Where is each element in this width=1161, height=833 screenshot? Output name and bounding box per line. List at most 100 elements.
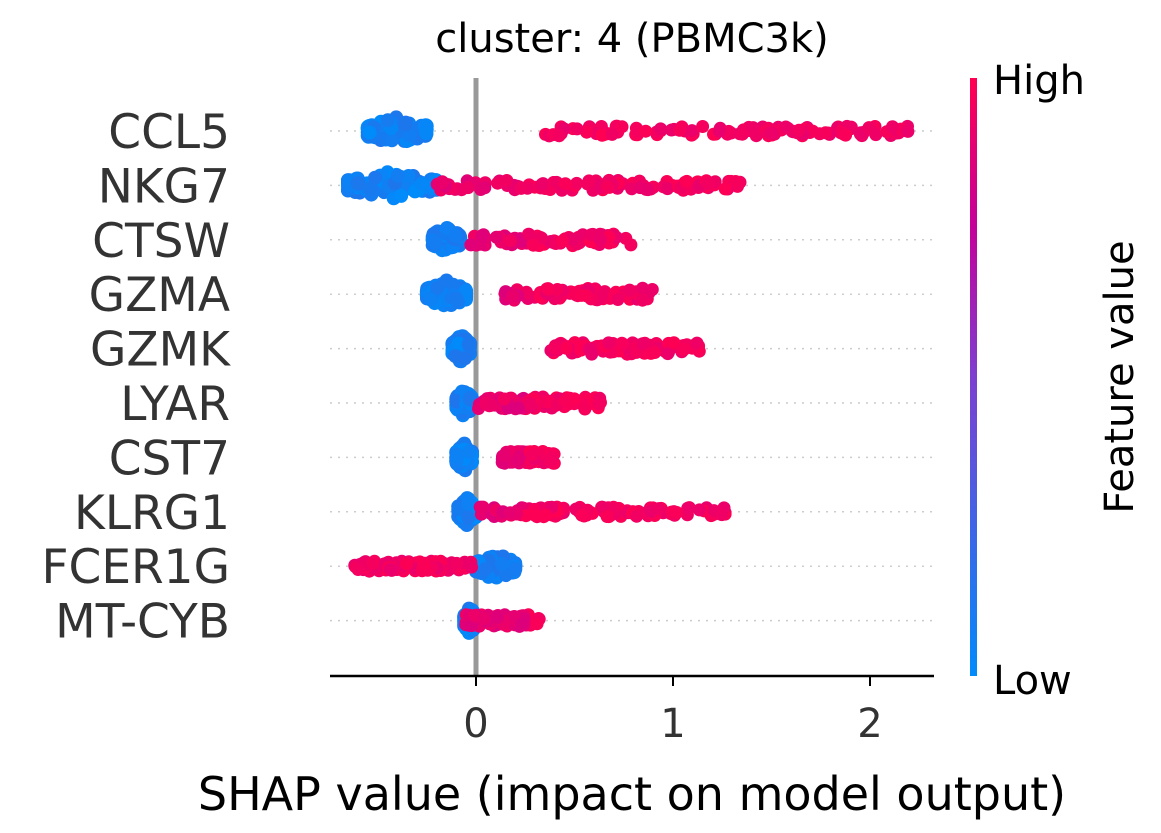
colorbar-low-label: Low — [993, 658, 1072, 704]
point-gzma-low — [430, 280, 445, 295]
point-ccl5-high — [570, 122, 584, 136]
point-klrg1-high — [600, 510, 614, 523]
feature-label-mt-cyb: MT-CYB — [55, 595, 230, 650]
point-gzmk-high — [615, 336, 629, 350]
point-gzmk-high — [559, 341, 573, 355]
point-fcer1g-low — [494, 556, 509, 571]
point-fcer1g-low — [478, 562, 493, 577]
point-klrg1-high — [539, 508, 553, 522]
point-nkg7-low — [390, 168, 405, 183]
point-nkg7-low — [414, 176, 429, 191]
point-nkg7-high — [461, 181, 475, 195]
point-ctsw-high — [566, 232, 580, 246]
point-ccl5-high — [901, 124, 915, 138]
point-gzmk-low — [451, 336, 466, 351]
point-ccl5-high — [696, 120, 710, 133]
point-klrg1-high — [503, 506, 517, 520]
point-gzma-high — [623, 283, 637, 297]
feature-labels: CCL5NKG7CTSWGZMAGZMKLYARCST7KLRG1FCER1GM… — [41, 105, 231, 650]
point-ccl5-low — [398, 117, 413, 132]
point-ccl5-high — [735, 127, 749, 141]
point-gzmk-high — [667, 336, 681, 350]
point-gzma-high — [611, 293, 625, 306]
point-nkg7-high — [702, 177, 716, 191]
point-ccl5-low — [384, 133, 399, 148]
point-ctsw-high — [555, 234, 569, 248]
x-tick-label-2: 2 — [857, 701, 882, 747]
point-ccl5-high — [839, 128, 853, 142]
point-nkg7-high — [600, 180, 614, 194]
x-tick-label-1: 1 — [660, 701, 685, 747]
x-tick-label-0: 0 — [463, 701, 488, 747]
point-klrg1-high — [681, 501, 695, 515]
point-ccl5-high — [819, 126, 833, 140]
point-ccl5-high — [685, 124, 699, 138]
point-nkg7-high — [491, 176, 505, 190]
point-mt-cyb-high — [467, 609, 481, 623]
point-cst7-low — [450, 449, 465, 464]
point-nkg7-high — [535, 177, 549, 191]
point-nkg7-high — [474, 183, 488, 196]
feature-label-cst7: CST7 — [109, 431, 230, 486]
point-cst7-high — [498, 449, 511, 463]
point-gzmk-low — [461, 337, 476, 352]
point-gzmk-high — [636, 337, 650, 351]
point-klrg1-low — [461, 496, 476, 511]
point-lyar-high — [485, 398, 498, 412]
point-klrg1-low — [461, 510, 476, 525]
point-klrg1-high — [575, 508, 589, 522]
point-ctsw-high — [489, 230, 503, 244]
point-nkg7-high — [680, 174, 694, 188]
point-ccl5-high — [792, 123, 806, 137]
point-klrg1-high — [630, 509, 644, 523]
point-ccl5-low — [362, 125, 377, 140]
feature-label-fcer1g: FCER1G — [41, 540, 230, 595]
point-gzma-high — [541, 282, 555, 296]
feature-label-gzma: GZMA — [89, 268, 230, 323]
point-gzmk-high — [661, 347, 675, 361]
point-klrg1-high — [692, 503, 706, 517]
point-nkg7-low — [394, 188, 409, 203]
point-cst7-high — [545, 452, 559, 466]
point-gzma-high — [506, 289, 520, 303]
x-axis-ticks: 0 1 2 — [463, 676, 883, 747]
point-gzma-high — [574, 288, 588, 302]
point-nkg7-high — [718, 182, 732, 196]
point-lyar-high — [497, 392, 511, 406]
point-ctsw-high — [593, 233, 607, 247]
point-nkg7-low — [362, 182, 377, 196]
row-guides — [330, 130, 934, 622]
data-points — [341, 110, 915, 640]
point-nkg7-high — [435, 176, 449, 189]
point-ccl5-high — [639, 124, 653, 138]
point-nkg7-low — [368, 170, 383, 185]
point-ccl5-high — [722, 124, 736, 138]
point-ctsw-high — [624, 238, 638, 252]
point-gzmk-high — [648, 346, 662, 359]
point-gzmk-low — [458, 351, 472, 366]
point-ccl5-high — [763, 126, 777, 140]
point-nkg7-high — [729, 175, 743, 188]
point-klrg1-high — [670, 506, 684, 519]
point-gzma-high — [636, 293, 649, 307]
feature-label-ctsw: CTSW — [92, 214, 230, 269]
point-nkg7-low — [350, 176, 365, 191]
feature-label-klrg1: KLRG1 — [74, 486, 230, 541]
point-ccl5-high — [605, 127, 619, 141]
point-fcer1g-high — [383, 562, 397, 576]
point-gzmk-high — [602, 336, 616, 350]
point-fcer1g-high — [366, 556, 380, 570]
point-nkg7-low — [401, 169, 416, 183]
point-mt-cyb-high — [530, 617, 544, 631]
point-fcer1g-low — [508, 562, 523, 576]
point-nkg7-high — [661, 182, 674, 196]
point-lyar-high — [592, 397, 606, 411]
point-ccl5-high — [615, 120, 629, 134]
colorbar-title: Feature value — [1097, 240, 1143, 513]
point-ccl5-low — [380, 113, 395, 128]
point-nkg7-high — [514, 181, 528, 195]
point-nkg7-high — [570, 176, 584, 190]
colorbar — [970, 78, 977, 676]
feature-label-lyar: LYAR — [120, 377, 230, 432]
